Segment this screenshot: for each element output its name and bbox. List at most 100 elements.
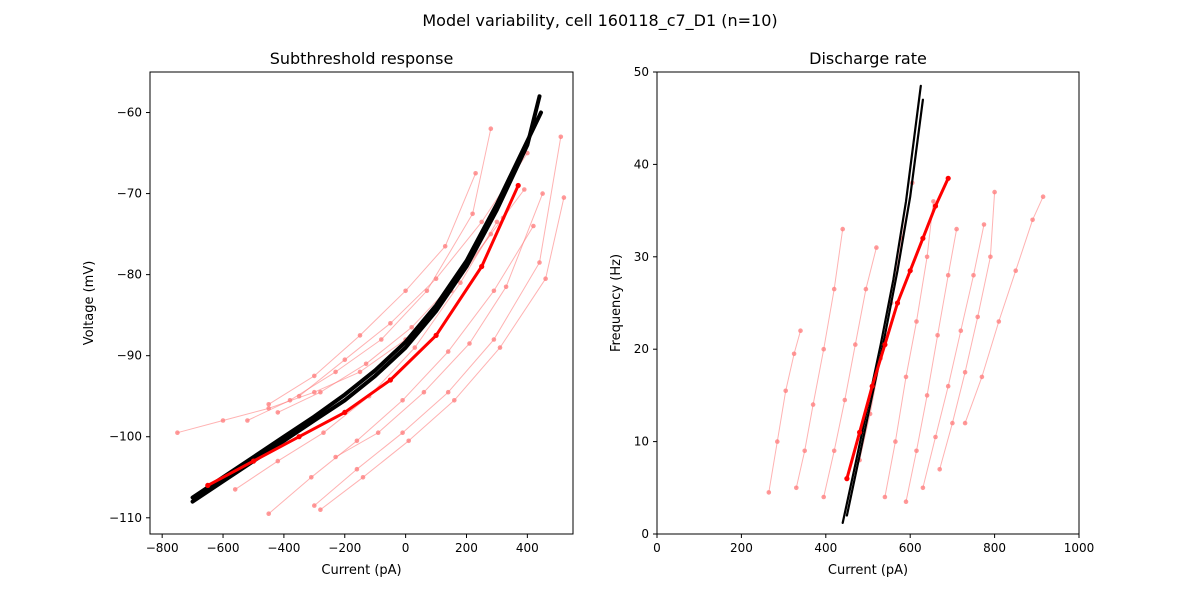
discharge-y-tick-label: 50 [634, 65, 649, 79]
subthreshold-experiment-trace-point [424, 288, 430, 294]
discharge-plot-area [766, 84, 1046, 525]
subthreshold-experiment-trace-point [379, 337, 384, 342]
subthreshold-experiment-trace-point [318, 389, 323, 395]
subthreshold-experiment-trace-point [479, 219, 485, 225]
discharge-experiment-trace-point [831, 448, 837, 454]
subthreshold-experiment-mean-point [515, 182, 521, 189]
discharge-experiment-trace-point [958, 328, 964, 334]
subthreshold-experiment-trace-point [287, 398, 293, 403]
subthreshold-experiment-trace-point [561, 195, 567, 200]
subthreshold-experiment-trace-point [375, 430, 381, 436]
discharge-experiment-trace-point [831, 286, 837, 292]
discharge-experiment-trace-line-6 [922, 224, 985, 489]
discharge-experiment-trace-point [1040, 194, 1046, 199]
subthreshold-experiment-trace-point [412, 345, 418, 350]
discharge-experiment-trace-point [931, 199, 936, 204]
subthreshold-experiment-trace-point [537, 260, 542, 265]
discharge-experiment-trace-point [920, 485, 926, 491]
subthreshold-experiment-trace-point [522, 187, 527, 192]
subthreshold-experiment-mean-point [296, 434, 302, 440]
subthreshold-experiment-trace-point [445, 389, 451, 395]
subthreshold-experiment-trace-point [543, 276, 548, 282]
subthreshold-experiment-trace-point [363, 361, 369, 367]
discharge-x-tick-label: 400 [814, 541, 837, 555]
subthreshold-experiment-trace-point [360, 475, 366, 480]
discharge-experiment-trace-point [893, 439, 898, 444]
subthreshold-x-tick-label: −400 [267, 541, 300, 555]
subthreshold-experiment-trace-point [409, 325, 415, 330]
discharge-experiment-trace-point [821, 494, 826, 500]
subthreshold-title: Subthreshold response [270, 49, 454, 68]
discharge-experiment-trace-point [1013, 268, 1018, 274]
discharge-experiment-trace-point [954, 226, 959, 232]
discharge-experiment-trace-line-8 [964, 196, 1044, 424]
subthreshold-experiment-trace-point [488, 126, 494, 131]
subthreshold-x-tick-label: −800 [146, 541, 179, 555]
discharge-ylabel: Frequency (Hz) [609, 254, 624, 352]
subthreshold-experiment-trace-point [245, 418, 250, 423]
subthreshold-experiment-trace-point [275, 458, 281, 464]
discharge-experiment-trace-point [962, 420, 968, 426]
subthreshold-plot-area [175, 94, 567, 516]
discharge-x-tick-label: 800 [983, 541, 1006, 555]
subthreshold-experiment-trace-point [266, 402, 272, 407]
figure-suptitle: Model variability, cell 160118_c7_D1 (n=… [422, 11, 777, 31]
subthreshold-experiment-mean-point [342, 409, 348, 415]
subthreshold-experiment-trace-point [442, 244, 448, 249]
discharge-y-tick-label: 20 [634, 342, 649, 356]
subthreshold-experiment-trace-point [357, 369, 363, 375]
subthreshold-experiment-mean-point [479, 263, 485, 270]
discharge-experiment-trace-point [996, 319, 1002, 324]
discharge-experiment-trace-point [1030, 217, 1035, 223]
discharge-experiment-mean-point [932, 203, 939, 209]
discharge-axes-frame [656, 71, 1080, 535]
subthreshold-y-tick-label: −100 [109, 430, 142, 444]
subthreshold-experiment-trace-point [232, 487, 238, 492]
subthreshold-experiment-trace-point [494, 219, 500, 225]
subthreshold-experiment-trace-point [309, 475, 314, 480]
subthreshold-experiment-mean-point [250, 458, 257, 464]
subthreshold-x-tick-label: −600 [207, 541, 240, 555]
subthreshold-experiment-trace-line-9 [335, 193, 544, 458]
subthreshold-experiment-trace-point [354, 438, 360, 444]
subthreshold-experiment-trace-point [470, 211, 475, 217]
discharge-experiment-trace-point [794, 485, 799, 491]
discharge-y-tick-label: 10 [634, 435, 649, 449]
discharge-experiment-mean-point [857, 429, 863, 435]
subthreshold-experiment-mean-point [205, 482, 211, 488]
discharge-experiment-mean-point [920, 235, 926, 241]
discharge-experiment-trace-point [937, 467, 942, 472]
subthreshold-y-tick-label: −60 [117, 106, 142, 120]
subthreshold-experiment-trace-point [354, 466, 360, 472]
subthreshold-experiment-trace-point [503, 284, 509, 290]
subthreshold-experiment-trace-line-8 [298, 152, 528, 397]
subthreshold-experiment-trace-line-7 [319, 197, 565, 511]
subthreshold-y-tick-label: −80 [117, 268, 142, 282]
discharge-model-line-10 [841, 84, 922, 525]
subthreshold-experiment-trace-line-10 [268, 172, 477, 405]
discharge-experiment-trace-point [791, 351, 797, 357]
subthreshold-experiment-trace-point [321, 430, 326, 436]
subthreshold-panel: Subthreshold response −800 −600 −400 −200 0 2… [82, 49, 574, 578]
discharge-experiment-trace-point [882, 494, 888, 500]
discharge-y-tick-label: 0 [641, 527, 649, 541]
discharge-experiment-trace-point [766, 490, 772, 495]
discharge-experiment-trace-point [874, 245, 879, 250]
subthreshold-experiment-trace-point [342, 357, 348, 363]
subthreshold-experiment-trace-point [312, 389, 317, 395]
subthreshold-x-tick-label: 0 [402, 541, 410, 555]
subthreshold-experiment-trace-point [296, 393, 302, 399]
subthreshold-experiment-trace-point [491, 337, 497, 342]
subthreshold-experiment-trace-point [318, 507, 323, 512]
subthreshold-experiment-trace-point [312, 503, 317, 508]
subthreshold-experiment-trace-point [406, 438, 412, 444]
discharge-y-ticks: 0 10 20 30 40 50 [634, 65, 657, 541]
discharge-experiment-trace-point [971, 273, 976, 278]
discharge-model-line-11 [845, 98, 925, 517]
discharge-experiment-mean-point [907, 268, 913, 274]
subthreshold-experiment-trace-point [433, 276, 439, 282]
discharge-x-ticks: 0 200 400 600 800 1000 [653, 534, 1094, 555]
subthreshold-experiment-trace-point [531, 223, 536, 229]
subthreshold-experiment-trace-point [312, 373, 317, 379]
subthreshold-experiment-trace-point [400, 430, 405, 436]
